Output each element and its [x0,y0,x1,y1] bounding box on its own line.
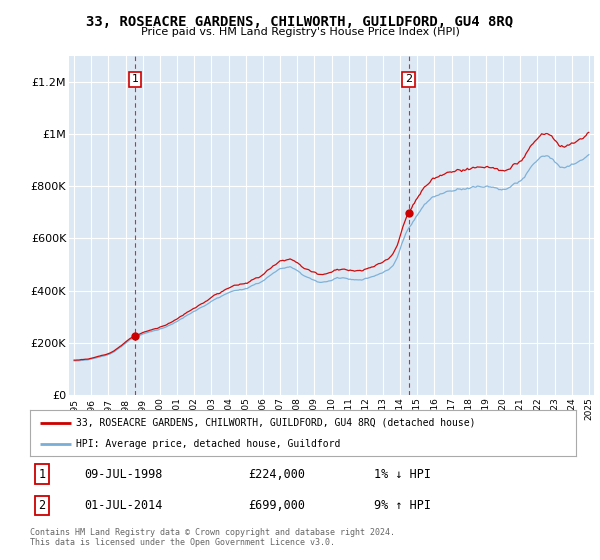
Text: £699,000: £699,000 [248,499,305,512]
Text: 1: 1 [38,468,46,480]
Text: Contains HM Land Registry data © Crown copyright and database right 2024.
This d: Contains HM Land Registry data © Crown c… [30,528,395,547]
Text: 09-JUL-1998: 09-JUL-1998 [85,468,163,480]
Text: 1: 1 [131,74,139,85]
Text: £224,000: £224,000 [248,468,305,480]
Text: 9% ↑ HPI: 9% ↑ HPI [374,499,431,512]
Text: 2: 2 [405,74,412,85]
Text: 01-JUL-2014: 01-JUL-2014 [85,499,163,512]
Text: Price paid vs. HM Land Registry's House Price Index (HPI): Price paid vs. HM Land Registry's House … [140,27,460,37]
Text: 2: 2 [38,499,46,512]
Text: HPI: Average price, detached house, Guildford: HPI: Average price, detached house, Guil… [76,439,341,449]
Text: 33, ROSEACRE GARDENS, CHILWORTH, GUILDFORD, GU4 8RQ (detached house): 33, ROSEACRE GARDENS, CHILWORTH, GUILDFO… [76,418,476,428]
Text: 33, ROSEACRE GARDENS, CHILWORTH, GUILDFORD, GU4 8RQ: 33, ROSEACRE GARDENS, CHILWORTH, GUILDFO… [86,15,514,29]
Text: 1% ↓ HPI: 1% ↓ HPI [374,468,431,480]
